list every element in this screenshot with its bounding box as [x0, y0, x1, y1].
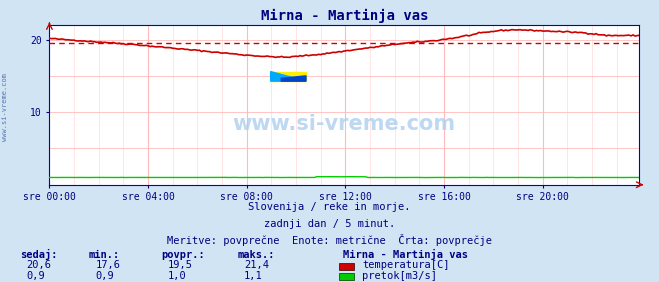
- Title: Mirna - Martinja vas: Mirna - Martinja vas: [260, 9, 428, 23]
- Text: www.si-vreme.com: www.si-vreme.com: [2, 73, 9, 141]
- Text: 20,6: 20,6: [26, 261, 51, 270]
- Text: maks.:: maks.:: [237, 250, 275, 260]
- Polygon shape: [271, 72, 306, 81]
- Text: zadnji dan / 5 minut.: zadnji dan / 5 minut.: [264, 219, 395, 229]
- Text: 19,5: 19,5: [168, 261, 193, 270]
- Text: 0,9: 0,9: [96, 271, 114, 281]
- Polygon shape: [281, 76, 306, 81]
- Text: sedaj:: sedaj:: [20, 249, 57, 260]
- Text: 21,4: 21,4: [244, 261, 269, 270]
- Text: Slovenija / reke in morje.: Slovenija / reke in morje.: [248, 202, 411, 212]
- Text: povpr.:: povpr.:: [161, 250, 205, 260]
- Text: 1,0: 1,0: [168, 271, 186, 281]
- Text: Meritve: povprečne  Enote: metrične  Črta: povprečje: Meritve: povprečne Enote: metrične Črta:…: [167, 234, 492, 246]
- Text: temperatura[C]: temperatura[C]: [362, 261, 450, 270]
- Text: Mirna - Martinja vas: Mirna - Martinja vas: [343, 249, 468, 260]
- Text: 17,6: 17,6: [96, 261, 121, 270]
- Text: 1,1: 1,1: [244, 271, 262, 281]
- Text: www.si-vreme.com: www.si-vreme.com: [233, 114, 456, 134]
- Text: min.:: min.:: [89, 250, 120, 260]
- Polygon shape: [271, 72, 306, 81]
- Text: 0,9: 0,9: [26, 271, 45, 281]
- Text: pretok[m3/s]: pretok[m3/s]: [362, 271, 438, 281]
